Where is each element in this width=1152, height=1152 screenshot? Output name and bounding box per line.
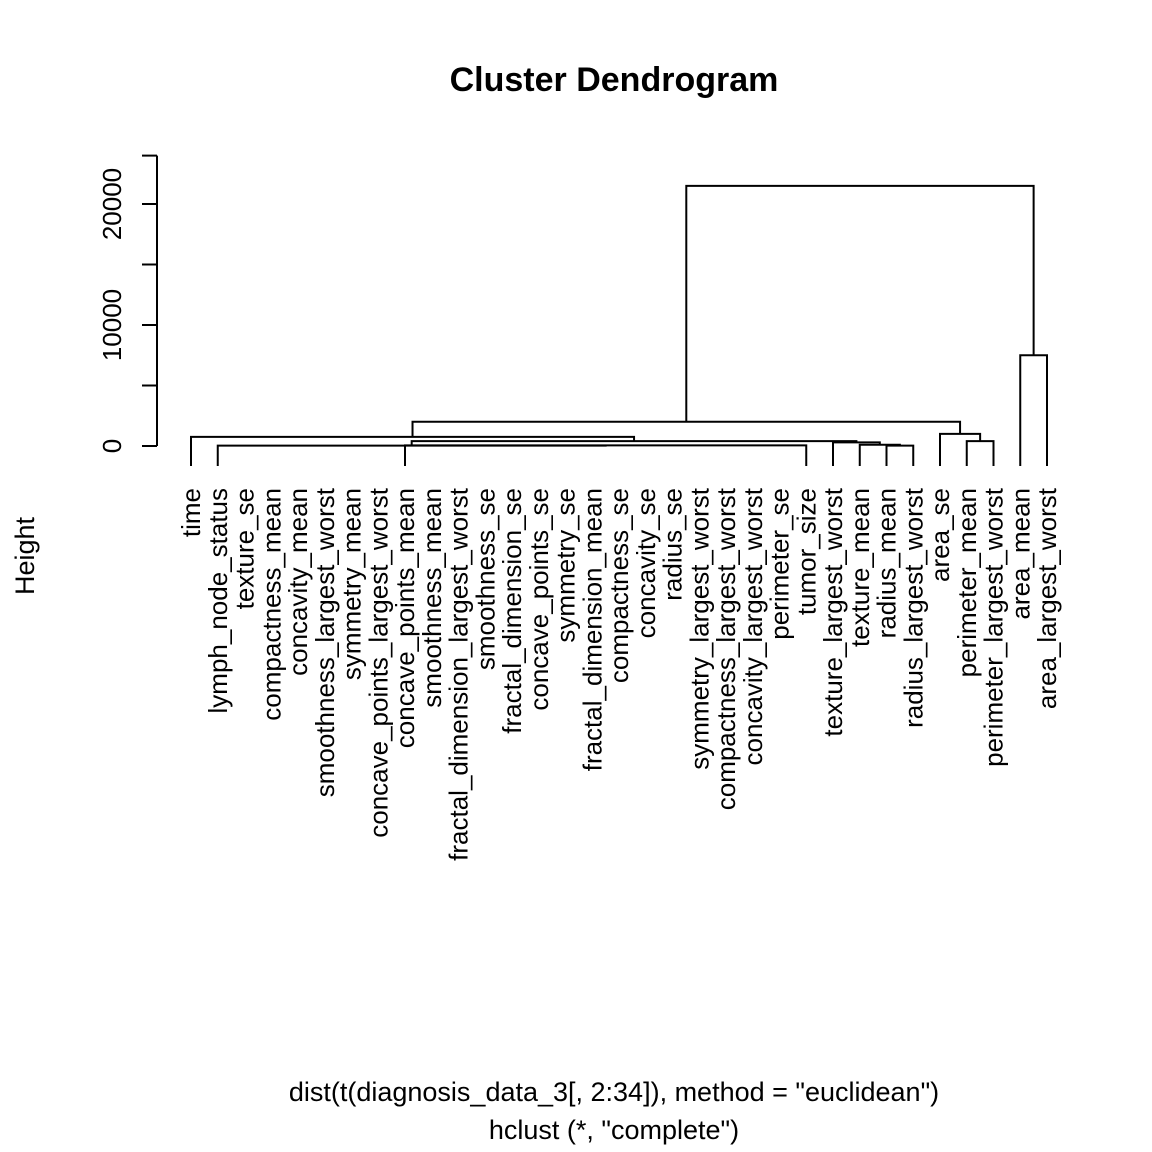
- leaf-label: concavity_largest_worst: [738, 487, 768, 765]
- leaf-label: area_largest_worst: [1032, 487, 1062, 709]
- leaf-label: fractal_dimension_mean: [577, 488, 607, 771]
- dendrogram-branch: [885, 444, 915, 466]
- y-axis: 0 10000 20000: [97, 154, 158, 453]
- leaf-label: concave_points_largest_worst: [363, 487, 393, 838]
- leaf-label: smoothness_se: [470, 488, 500, 670]
- leaf-label: concave_points_se: [524, 488, 554, 711]
- method-subtitle: hclust (*, "complete"): [489, 1115, 739, 1145]
- leaf-label: fractal_dimension_se: [497, 488, 527, 734]
- leaf-label: symmetry_largest_worst: [684, 487, 714, 770]
- dendrogram-branches: [190, 184, 1048, 466]
- leaf-label: radius_se: [658, 488, 688, 601]
- y-tick-label: 20000: [97, 168, 127, 240]
- leaf-label: perimeter_mean: [952, 488, 982, 677]
- leaf-label: perimeter_se: [765, 488, 795, 640]
- leaf-label: area_se: [925, 488, 955, 582]
- leaf-labels: timelymph_node_statustexture_secompactne…: [176, 487, 1062, 861]
- dendrogram-branch: [965, 440, 995, 466]
- leaf-label: concavity_mean: [283, 488, 313, 676]
- dendrogram-branch: [858, 443, 901, 466]
- leaf-label: smoothness_mean: [417, 488, 447, 708]
- leaf-label: tumor_size: [791, 488, 821, 615]
- leaf-label: symmetry_se: [551, 488, 581, 643]
- dendrogram-branch: [939, 432, 982, 466]
- x-axis-title: dist(t(diagnosis_data_3[, 2:34]), method…: [289, 1077, 939, 1107]
- dendrogram-branch: [685, 184, 1035, 422]
- dendrogram-branch: [832, 441, 881, 466]
- y-axis-title: Height: [10, 516, 40, 595]
- leaf-label: compactness_largest_worst: [711, 487, 741, 810]
- dendrogram-branch: [411, 420, 962, 437]
- leaf-label: lymph_node_status: [203, 488, 233, 713]
- dendrogram-branch: [404, 444, 808, 466]
- leaf-label: radius_largest_worst: [898, 487, 928, 728]
- leaf-label: concave_points_mean: [390, 488, 420, 748]
- y-tick-label: 10000: [97, 289, 127, 361]
- leaf-label: smoothness_largest_worst: [310, 487, 340, 797]
- leaf-label: radius_mean: [872, 488, 902, 638]
- leaf-label: perimeter_largest_worst: [979, 487, 1009, 767]
- leaf-label: fractal_dimension_largest_worst: [444, 487, 474, 861]
- leaf-label: symmetry_mean: [337, 488, 367, 680]
- leaf-label: concavity_se: [631, 488, 661, 638]
- leaf-label: texture_se: [230, 488, 260, 609]
- leaf-label: compactness_mean: [256, 488, 286, 721]
- dendrogram-branch: [1019, 354, 1048, 466]
- y-tick-label: 0: [97, 439, 127, 453]
- dendrogram-branch: [216, 444, 607, 466]
- leaf-label: compactness_se: [604, 488, 634, 683]
- leaf-label: texture_largest_worst: [818, 487, 848, 736]
- leaf-label: texture_mean: [845, 488, 875, 647]
- leaf-label: time: [176, 488, 206, 537]
- leaf-label: area_mean: [1005, 488, 1035, 620]
- chart-title: Cluster Dendrogram: [450, 61, 779, 99]
